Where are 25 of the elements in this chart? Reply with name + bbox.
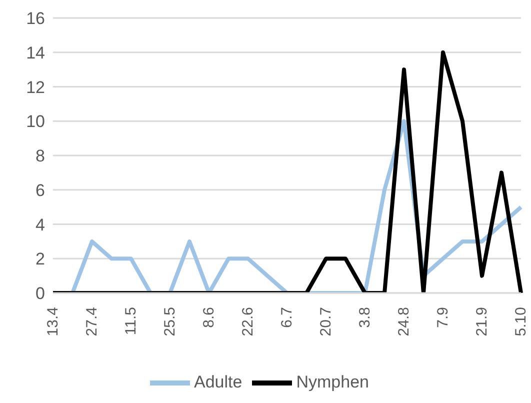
x-tick-label: 21.9 (474, 307, 490, 336)
y-tick-label: 14 (26, 43, 45, 62)
x-tick-label: 6.7 (278, 307, 296, 328)
legend-label: Nymphen (296, 372, 369, 392)
y-tick-label: 12 (26, 78, 45, 97)
y-tick-label: 10 (26, 112, 45, 132)
y-tick-label: 2 (36, 250, 45, 269)
line-series (51, 50, 523, 293)
x-tick-label: 11.5 (122, 307, 140, 336)
x-tick-label: 8.6 (200, 307, 218, 328)
x-tick-label: 25.5 (162, 307, 178, 336)
y-tick-label: 16 (26, 9, 45, 28)
y-tick-label: 4 (36, 215, 45, 234)
legend-label: Adulte (194, 372, 242, 392)
y-tick-label: 8 (36, 146, 45, 166)
x-tick-label: 20.7 (318, 307, 334, 336)
y-tick-label: 0 (36, 284, 45, 304)
x-tick-label: 3.8 (356, 307, 374, 328)
x-tick-label: 13.4 (44, 307, 62, 336)
x-tick-label: 7.9 (434, 307, 452, 328)
x-tick-label: 5.10 (512, 307, 530, 336)
x-tick-label: 22.6 (240, 307, 256, 336)
x-tick-label: 24.8 (396, 307, 412, 336)
x-tick-label: 27.4 (84, 307, 100, 336)
y-tick-label: 6 (36, 180, 45, 200)
